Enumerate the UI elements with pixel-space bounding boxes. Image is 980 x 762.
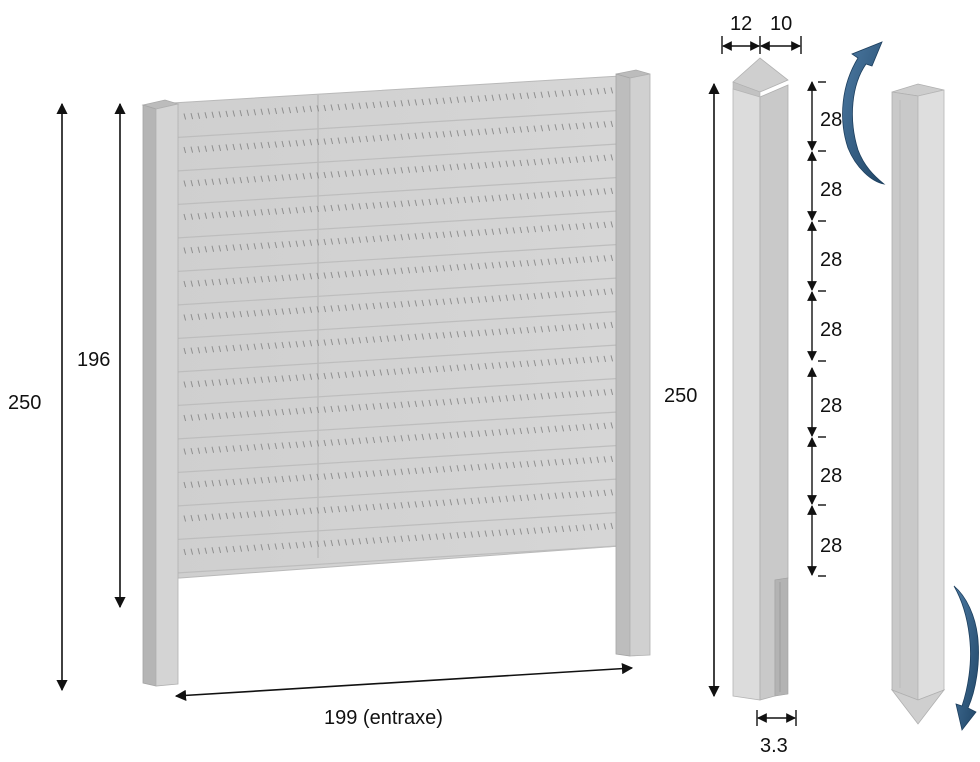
left-post (141, 99, 180, 687)
label-post-width-a: 12 (730, 13, 752, 35)
perforation-row (183, 154, 614, 187)
spacing-segment: 28 (807, 81, 842, 151)
slat-line (175, 176, 619, 206)
slat-line (175, 109, 619, 139)
post-detail (732, 57, 789, 701)
label-spacing-2: 28 (820, 179, 842, 201)
slat-line (175, 310, 619, 340)
perforation-row (183, 455, 614, 489)
slat-line (175, 511, 619, 541)
label-spacing-5: 28 (820, 395, 842, 417)
perforation-row (183, 355, 614, 388)
slat-line (175, 344, 619, 373)
label-slot-depth: 3.3 (760, 735, 788, 757)
label-post-height: 250 (664, 385, 697, 407)
perforation-row (183, 522, 614, 556)
dimension-post-width: 12 10 (721, 13, 802, 54)
panel-slats (175, 87, 619, 574)
dimension-post-height: 250 (664, 82, 720, 698)
slat-line (175, 143, 619, 172)
rotated-post (890, 83, 946, 725)
rotated-post-left-face (891, 91, 919, 701)
dimension-slot-spacing: 28 28 28 28 28 28 (807, 81, 842, 577)
perforation-row (183, 288, 614, 321)
perforation-row (183, 254, 614, 288)
dimension-slot-depth: 3.3 (756, 710, 797, 757)
post-groove (774, 577, 789, 697)
label-total-height: 250 (8, 392, 41, 414)
perforation-row (183, 87, 614, 120)
slat-line (175, 478, 619, 507)
dimension-infill-height: 196 (77, 102, 126, 609)
slat-line (175, 277, 619, 306)
slat-line (175, 411, 619, 440)
slat-line (175, 545, 619, 574)
perforation-row (183, 321, 614, 355)
label-post-width-b: 10 (770, 13, 792, 35)
label-infill-height: 196 (77, 349, 110, 371)
label-spacing-3: 28 (820, 249, 842, 271)
slat-line (175, 377, 619, 407)
right-post (615, 69, 651, 657)
post-front-face (732, 88, 761, 701)
label-spacing-6: 28 (820, 465, 842, 487)
perforation-row (183, 187, 614, 221)
curved-arrow-icon (953, 585, 979, 731)
spacing-segment: 28 (807, 504, 842, 577)
label-spacing-7: 28 (820, 535, 842, 557)
slat-line (175, 243, 619, 273)
perforation-row (183, 120, 614, 154)
slat-line (175, 444, 619, 474)
spacing-segment: 28 (807, 150, 842, 221)
spacing-segment: 28 (807, 290, 842, 361)
spacing-segment: 28 (807, 360, 842, 437)
spacing-segment: 28 (807, 220, 842, 291)
label-spacing-1: 28 (820, 109, 842, 131)
fence-panel (141, 69, 651, 687)
label-panel-width: 199 (entraxe) (324, 707, 443, 729)
perforation-row (183, 221, 614, 254)
dimension-total-height: 250 (8, 102, 68, 692)
label-spacing-4: 28 (820, 319, 842, 341)
rotated-post-tip (890, 689, 946, 725)
perforation-row (183, 388, 614, 422)
perforation-row (183, 422, 614, 455)
rotated-post-right-face (917, 89, 945, 701)
curved-arrow-icon (842, 41, 886, 185)
dimension-panel-width: 199 (entraxe) (174, 663, 634, 729)
spacing-segment: 28 (807, 436, 842, 505)
perforation-row (183, 489, 614, 522)
slat-line (175, 210, 619, 239)
